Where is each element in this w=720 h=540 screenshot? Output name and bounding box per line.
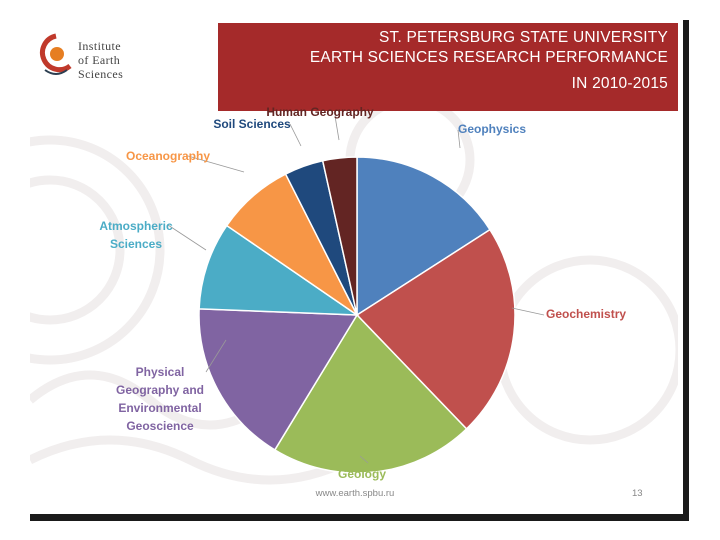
bottom-border bbox=[30, 514, 689, 521]
pie-slice-human-geography bbox=[321, 156, 358, 316]
leader-line bbox=[359, 455, 369, 464]
slice-label-physical-geography-and-environmental-geoscience: Physical Geography and Environmental Geosci… bbox=[116, 365, 204, 433]
leader-line bbox=[457, 129, 461, 149]
logo-line-2: of Earth bbox=[78, 53, 121, 67]
logo-line-1: Institute bbox=[78, 39, 121, 53]
header-title-line-3: IN 2010-2015 bbox=[571, 75, 668, 92]
slice-label-geophysics: Geophysics bbox=[458, 122, 526, 136]
pie-slice-geology bbox=[273, 313, 468, 474]
slice-label-atmospheric-sciences: Atmospheric Sciences bbox=[99, 219, 173, 251]
slice-label-geochemistry: Geochemistry bbox=[546, 307, 626, 321]
leader-line bbox=[167, 224, 207, 251]
leader-line bbox=[334, 115, 340, 141]
header-title-line-1: ST. PETERSBURG STATE UNIVERSITY bbox=[379, 29, 668, 46]
right-border bbox=[683, 20, 689, 518]
header-band: ST. PETERSBURG STATE UNIVERSITY EARTH SC… bbox=[218, 23, 678, 111]
leader-line bbox=[289, 123, 302, 147]
pie-slice-atmospheric-sciences bbox=[198, 224, 360, 316]
page-number: 13 bbox=[632, 488, 643, 499]
header-title-line-2: EARTH SCIENCES RESEARCH PERFORMANCE bbox=[309, 49, 668, 66]
slice-label-oceanography: Oceanography bbox=[126, 149, 210, 163]
leader-line bbox=[511, 307, 545, 316]
pie-slice-geophysics bbox=[356, 156, 492, 317]
logo-line-3: Sciences bbox=[78, 67, 124, 81]
footer-url: www.earth.spbu.ru bbox=[315, 488, 395, 499]
slice-label-human-geography: Human Geography bbox=[266, 105, 374, 119]
institute-logo: Institute of Earth Sciences bbox=[36, 30, 216, 90]
institute-emblem-icon bbox=[40, 33, 72, 75]
slice-label-soil-sciences: Soil Sciences bbox=[213, 117, 291, 131]
pie-slice-geochemistry bbox=[355, 228, 516, 430]
pie-chart: Geophysics Geochemistry Geology Physical Geo… bbox=[99, 105, 626, 481]
leader-line bbox=[187, 155, 245, 173]
leader-line bbox=[205, 339, 227, 373]
slice-label-geology: Geology bbox=[338, 467, 386, 481]
pie-slice-physical-geography-and-environmental-geoscience bbox=[198, 308, 359, 451]
slide: Institute of Earth Sciences ST. PETERSBU… bbox=[30, 20, 678, 516]
